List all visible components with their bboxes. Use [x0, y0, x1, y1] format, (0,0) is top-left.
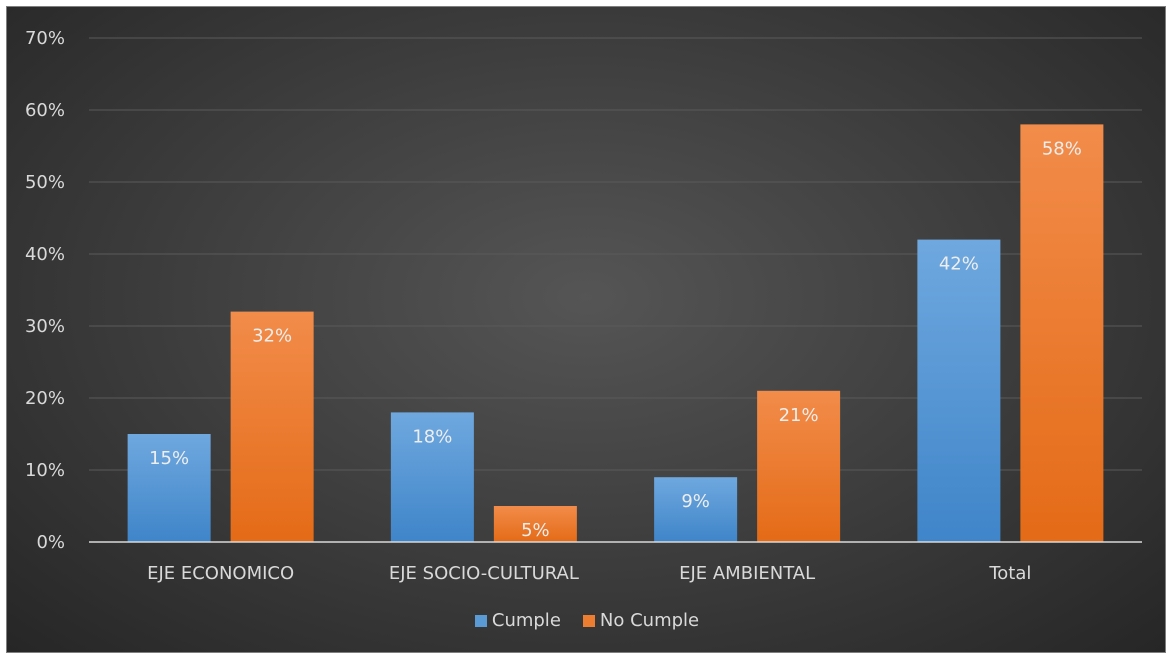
chart-frame: 0% 10% 20% 30% 40% 50% 60% 70% 15% 32% 18% 5% 9% 21%… [6, 6, 1166, 653]
y-tick-label: 50% [25, 172, 65, 193]
y-tick-label: 10% [25, 460, 65, 481]
legend-swatch-no-cumple [582, 614, 595, 627]
bar-no-cumple [757, 390, 841, 542]
bar-cumple [917, 239, 1001, 542]
bar-cumple [654, 477, 738, 542]
x-category-label: EJE AMBIENTAL [679, 563, 815, 584]
x-category-label: EJE SOCIO-CULTURAL [389, 563, 579, 584]
x-category-label: Total [988, 563, 1031, 584]
data-label-no-cumple: 32% [252, 326, 292, 347]
bar-chart: 0% 10% 20% 30% 40% 50% 60% 70% 15% 32% 18% 5% 9% 21%… [25, 28, 1142, 584]
data-labels: 15% 32% 18% 5% 9% 21% 42% 58% [149, 138, 1082, 541]
legend-label-cumple: Cumple [491, 610, 561, 631]
legend-item-no-cumple: No Cumple [582, 610, 700, 631]
y-axis-ticks: 0% 10% 20% 30% 40% 50% 60% 70% [25, 28, 65, 553]
data-label-no-cumple: 21% [779, 405, 819, 426]
data-label-cumple: 18% [412, 426, 452, 447]
legend: Cumple No Cumple [7, 610, 1165, 631]
y-tick-label: 20% [25, 388, 65, 409]
data-label-cumple: 9% [681, 491, 710, 512]
data-label-cumple: 15% [149, 448, 189, 469]
bars [127, 124, 1104, 543]
y-tick-label: 70% [25, 28, 65, 49]
bar-cumple [127, 434, 211, 542]
bar-no-cumple [493, 506, 577, 542]
y-tick-label: 30% [25, 316, 65, 337]
x-category-label: EJE ECONOMICO [147, 563, 294, 584]
data-label-cumple: 42% [939, 254, 979, 275]
y-tick-label: 0% [36, 532, 65, 553]
data-label-no-cumple: 58% [1042, 138, 1082, 159]
y-tick-label: 60% [25, 100, 65, 121]
y-tick-label: 40% [25, 244, 65, 265]
data-label-no-cumple: 5% [521, 520, 550, 541]
bar-no-cumple [1020, 124, 1104, 543]
x-axis-categories: EJE ECONOMICO EJE SOCIO-CULTURAL EJE AMBIE… [147, 563, 1031, 584]
bar-no-cumple [230, 311, 314, 542]
legend-label-no-cumple: No Cumple [599, 610, 700, 631]
bar-cumple [390, 412, 474, 542]
legend-swatch-cumple [474, 614, 487, 627]
legend-item-cumple: Cumple [474, 610, 561, 631]
